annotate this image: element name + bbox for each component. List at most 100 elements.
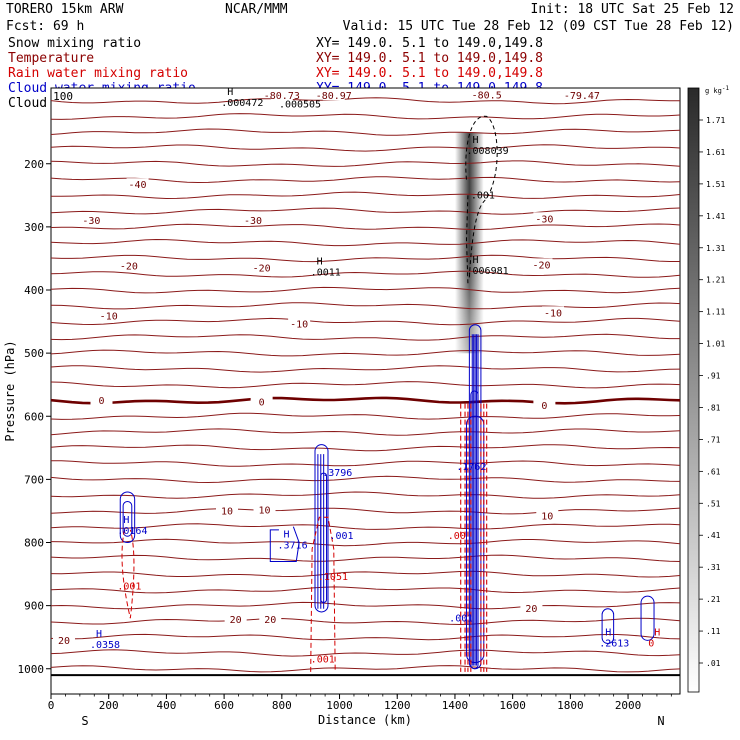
x-tick-label-9: 1800	[557, 699, 584, 712]
isotherm-line	[51, 665, 680, 673]
rain-water-contour	[121, 529, 135, 619]
isotherm-line	[51, 554, 680, 562]
max-marker-h-13: H	[96, 629, 102, 640]
rain-water-contour	[310, 516, 336, 672]
colorbar-label-9: .81	[706, 403, 721, 412]
temp-label-bg	[570, 89, 593, 101]
max-value-label-6: .3796	[322, 468, 352, 479]
isotherm-line	[51, 633, 680, 641]
max-value-label-7: .3716	[277, 541, 307, 552]
max-marker-h-9: H	[123, 515, 129, 526]
colorbar-unit-base: g kg	[705, 87, 722, 95]
x-end-label-right: N	[657, 714, 664, 728]
temperature-label-17: 10	[221, 507, 233, 518]
x-tick-label-8: 1600	[499, 699, 526, 712]
x-tick-label-4: 800	[272, 699, 292, 712]
x-tick-label-2: 400	[156, 699, 176, 712]
temp-label-bg	[250, 261, 273, 273]
temp-label-bg	[97, 309, 120, 321]
isotherm-line	[51, 317, 680, 326]
isotherm-line	[51, 223, 680, 230]
isotherm-line	[51, 176, 680, 184]
colorbar-label-16: .11	[706, 627, 721, 636]
isotherm-line	[51, 617, 680, 626]
max-marker-h-7: H	[283, 530, 289, 541]
temperature-label-7: -30	[535, 214, 553, 225]
x-axis-label: Distance (km)	[318, 713, 412, 727]
isotherm-line	[51, 586, 680, 594]
legend-xy-2: XY= 149.0. 5.1 to 149.0,149.8	[316, 66, 543, 81]
isotherm-line	[51, 254, 680, 263]
isotherm-line	[51, 238, 680, 247]
max-value-label-10: .001	[117, 582, 141, 593]
temperature-label-15: 0	[259, 397, 265, 408]
temp-label-bg	[250, 395, 273, 407]
plot-content: -80.73 -80.97 -80.5 -79.47 -40 -30 -30 -30 -20 -2…	[51, 88, 680, 677]
colorbar-label-6: 1.11	[706, 308, 725, 317]
isotherm-line	[51, 381, 680, 389]
isotherm-line	[51, 460, 680, 467]
colorbar-unit: g kg-1	[705, 85, 729, 95]
legend-entry-0: Snow mixing ratio	[8, 36, 141, 51]
max-value-label-2: .008039	[466, 146, 508, 157]
max-value-label-5: .006981	[466, 266, 508, 277]
cloud-water-contour	[314, 444, 329, 613]
isotherm-line	[51, 286, 680, 294]
temp-label-bg	[117, 259, 140, 271]
isotherm-line	[51, 396, 680, 405]
max-value-label-17: .00	[448, 531, 466, 542]
temp-label-bg	[475, 88, 498, 100]
x-tick-label-5: 1000	[326, 699, 353, 712]
x-tick-label-10: 2000	[615, 699, 642, 712]
temperature-label-22: 20	[264, 615, 276, 626]
isotherm-line	[51, 491, 680, 499]
x-tick-label-1: 200	[99, 699, 119, 712]
max-value-label-14: .2613	[599, 639, 629, 650]
cloud-ice-contour	[465, 115, 498, 278]
colorbar-label-12: .51	[706, 499, 721, 508]
x-tick-label-0: 0	[48, 699, 55, 712]
colorbar-label-10: .71	[706, 435, 721, 444]
colorbar: 1.71 1.61 1.51 1.41 1.31 1.21 1.11 1.01 .91 .81 .7…	[699, 116, 725, 668]
temp-label-bg	[259, 613, 282, 625]
isotherm-line	[51, 207, 680, 215]
y-tick-label-7: 900	[24, 600, 44, 613]
legend-xy-1: XY= 149.0. 5.1 to 149.0,149.8	[316, 51, 543, 66]
isotherm-line	[51, 649, 680, 657]
colorbar-label-11: .61	[706, 467, 721, 476]
temp-label-bg	[80, 214, 103, 226]
temperature-label-2: -80.5	[472, 91, 502, 102]
colorbar-label-1: 1.61	[706, 148, 725, 157]
colorbar-label-7: 1.01	[706, 340, 725, 349]
isotherm-line	[51, 428, 680, 436]
isotherm-line	[51, 144, 680, 152]
temperature-label-16: 0	[541, 401, 547, 412]
isotherm-line	[51, 601, 680, 610]
max-value-label-18: .1762	[456, 462, 486, 473]
max-value-label-0: .000472	[221, 98, 263, 109]
y-tick-label-5: 700	[24, 473, 44, 486]
temp-label-bg	[224, 613, 247, 625]
temp-label-bg	[270, 89, 293, 101]
isotherm-line	[51, 538, 680, 547]
legend-entry-1: Temperature	[8, 51, 94, 66]
x-tick-label-3: 600	[214, 699, 234, 712]
cloud-water-contour	[601, 608, 615, 644]
colorbar-label-5: 1.21	[706, 276, 725, 285]
temperature-label-23: 20	[525, 604, 537, 615]
header-init: Init: 18 UTC Sat 25 Feb 12	[531, 2, 735, 17]
isotherm-line	[51, 349, 680, 357]
y-top-tick-label: 100	[53, 90, 73, 103]
colorbar-unit-exp: -1	[722, 85, 730, 92]
cloud-water-contour	[269, 526, 300, 562]
isotherm-line	[51, 333, 680, 341]
colorbar-label-2: 1.51	[706, 180, 725, 189]
isotherm-line	[51, 507, 680, 515]
colorbar-label-3: 1.41	[706, 212, 725, 221]
temperature-label-9: -20	[253, 264, 271, 275]
temp-label-bg	[533, 399, 556, 411]
isotherm-line	[51, 302, 680, 310]
max-value-label-13: .0358	[90, 640, 120, 651]
max-marker-h-5: H	[472, 255, 478, 266]
